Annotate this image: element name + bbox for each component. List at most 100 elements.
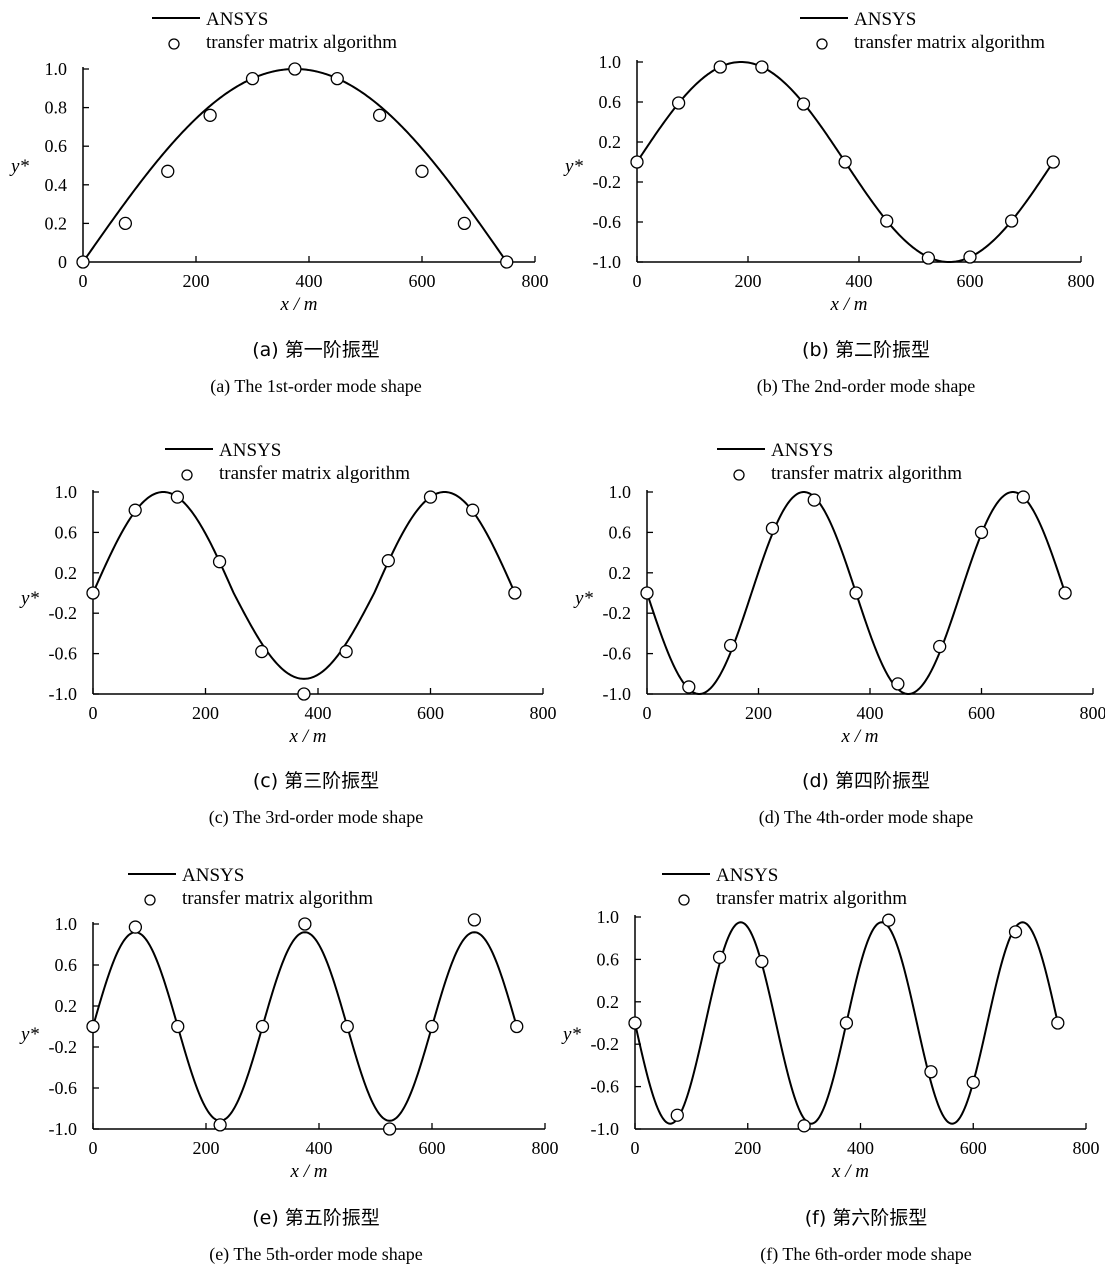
legend-label-tma: transfer matrix algorithm <box>854 32 1045 53</box>
chart-panel-e: 0 200 400 600 800 -1.0 -0.6 -0.2 0.2 0.6 1.0 x / m y… <box>19 865 559 1265</box>
y-tick-label: -1.0 <box>603 684 632 704</box>
tma-point <box>713 60 727 74</box>
tma-point <box>924 1065 938 1079</box>
legend-label-ansys: ANSYS <box>716 865 778 886</box>
legend-marker-tma <box>181 469 193 481</box>
y-tick-label: 0.8 <box>45 98 68 118</box>
tma-point <box>76 255 90 269</box>
legend-marker-tma <box>816 38 828 50</box>
tma-point <box>381 554 395 568</box>
tma-point <box>171 1019 185 1034</box>
y-tick-label: -0.6 <box>603 644 632 664</box>
x-tick-label: 600 <box>409 271 436 291</box>
tma-point <box>966 1075 980 1090</box>
y-tick-label: 1.0 <box>45 59 68 79</box>
tma-point <box>508 586 522 600</box>
chart-panel-f: 0 200 400 600 800 -1.0 -0.6 -0.2 0.2 0.6 1.0 x / m y… <box>561 865 1100 1265</box>
y-tick-label: -0.6 <box>593 212 622 232</box>
tma-point <box>723 638 738 653</box>
legend-label-ansys: ANSYS <box>771 440 833 461</box>
tma-point <box>755 954 769 969</box>
legend-label-tma: transfer matrix algorithm <box>182 888 373 909</box>
tma-point <box>1004 214 1019 228</box>
tma-point <box>796 97 811 111</box>
y-tick-label: 0.6 <box>597 949 620 969</box>
y-tick-label: -0.2 <box>603 603 632 623</box>
legend-label-ansys: ANSYS <box>182 865 244 886</box>
tma-point <box>933 639 947 654</box>
y-tick-label: 0.6 <box>55 955 78 975</box>
caption-en: (a) The 1st-order mode shape <box>210 376 422 397</box>
caption-cn: (a) 第一阶振型 <box>252 339 380 361</box>
x-tick-label: 400 <box>846 271 873 291</box>
tma-point <box>161 164 175 178</box>
legend-marker-tma <box>733 469 745 481</box>
y-tick-label: -0.2 <box>49 1037 78 1057</box>
x-axis-label: x / m <box>289 726 327 747</box>
y-tick-label: 1.0 <box>609 482 632 502</box>
tma-point <box>245 72 260 86</box>
tma-point <box>849 586 863 600</box>
caption-en: (b) The 2nd-order mode shape <box>757 376 976 397</box>
chart-panel-a: 0 200 400 600 800 0 0.2 0.4 0.6 0.8 1.0 x / m y* ANSY… <box>9 9 549 397</box>
y-axis-label: y* <box>19 1024 39 1045</box>
x-tick-label: 200 <box>735 271 762 291</box>
tma-point <box>880 214 894 228</box>
tma-point <box>765 521 780 536</box>
y-tick-label: -0.6 <box>591 1077 620 1097</box>
x-tick-label: 800 <box>1080 703 1105 723</box>
tma-point <box>339 644 353 659</box>
x-tick-label: 400 <box>296 271 323 291</box>
caption-en: (d) The 4th-order mode shape <box>759 807 974 828</box>
tma-point <box>671 96 686 110</box>
y-tick-label: 0.6 <box>599 92 622 112</box>
y-axis-label: y* <box>19 588 39 609</box>
tma-point <box>1008 925 1023 939</box>
tma-point <box>118 216 133 231</box>
x-tick-label: 200 <box>192 703 219 723</box>
y-tick-label: 0.6 <box>55 522 78 542</box>
tma-point <box>838 155 852 169</box>
legend-marker-tma <box>168 38 180 50</box>
legend-label-tma: transfer matrix algorithm <box>219 463 410 484</box>
y-tick-label: -1.0 <box>591 1119 620 1139</box>
tma-point <box>255 1019 270 1034</box>
tma-point <box>382 1122 397 1136</box>
tma-point <box>500 255 514 269</box>
caption-en: (f) The 6th-order mode shape <box>760 1244 972 1265</box>
caption-cn: (c) 第三阶振型 <box>253 770 379 792</box>
x-tick-label: 0 <box>633 271 642 291</box>
x-tick-label: 0 <box>89 1138 98 1158</box>
tma-point <box>213 1118 227 1132</box>
tma-point <box>297 687 311 701</box>
tma-point <box>330 72 344 86</box>
tma-point <box>128 503 142 517</box>
tma-point <box>372 108 387 122</box>
tma-point <box>921 251 936 265</box>
x-axis-label: x / m <box>841 726 879 747</box>
y-tick-label: 0.2 <box>45 213 68 233</box>
y-tick-label: 0.2 <box>55 563 78 583</box>
x-tick-label: 200 <box>734 1138 761 1158</box>
tma-point <box>1058 586 1072 600</box>
tma-point <box>839 1016 854 1030</box>
tma-point <box>212 555 227 569</box>
y-tick-label: -1.0 <box>49 684 78 704</box>
x-tick-label: 600 <box>960 1138 987 1158</box>
tma-point <box>882 913 896 927</box>
legend-label-ansys: ANSYS <box>854 9 916 30</box>
tma-point <box>467 913 482 927</box>
tma-point <box>510 1019 524 1034</box>
legend-marker-tma <box>144 894 156 906</box>
x-axis-label: x / m <box>290 1161 328 1182</box>
ansys-curve <box>82 67 508 263</box>
tma-point <box>1046 155 1060 169</box>
tma-point <box>425 1019 439 1034</box>
tma-point <box>298 917 312 931</box>
y-tick-label: 0 <box>58 252 67 272</box>
tma-point <box>755 60 769 74</box>
x-tick-label: 800 <box>1068 271 1095 291</box>
x-tick-label: 800 <box>532 1138 559 1158</box>
caption-cn: (b) 第二阶振型 <box>802 339 930 361</box>
